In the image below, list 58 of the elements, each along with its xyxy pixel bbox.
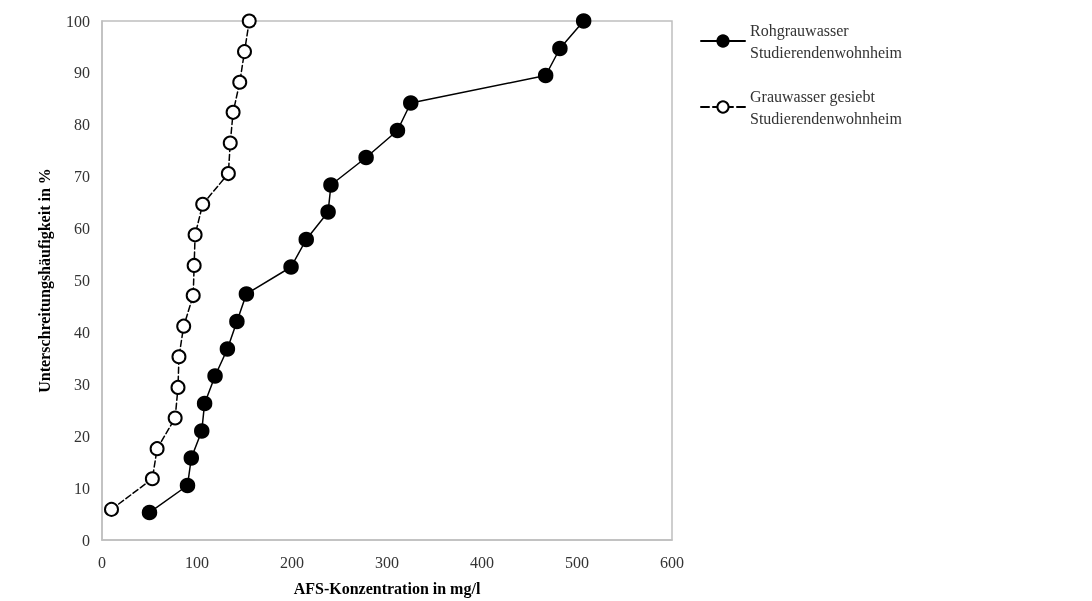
point: [238, 286, 255, 302]
y-tick-label: 40: [74, 323, 90, 341]
point: [403, 95, 419, 111]
point: [104, 501, 119, 517]
x-tick-label: 400: [470, 553, 494, 571]
x-tick-label: 200: [280, 553, 304, 571]
y-tick-label: 70: [74, 168, 90, 186]
point: [144, 471, 160, 487]
legend-label: Rohgrauwasser Studierendenwohnheim: [750, 21, 903, 61]
point: [225, 104, 241, 120]
y-tick-label: 60: [74, 220, 90, 238]
point: [149, 441, 165, 457]
point: [219, 341, 236, 357]
point: [167, 410, 183, 426]
y-tick-label: 20: [74, 427, 90, 445]
point: [389, 122, 406, 139]
x-tick-label: 0: [98, 553, 106, 571]
x-tick-label: 500: [565, 553, 589, 571]
y-tick-label: 80: [74, 116, 90, 134]
x-tick-label: 100: [185, 553, 209, 571]
point: [186, 257, 202, 273]
point: [207, 368, 223, 384]
y-tick-label: 0: [82, 531, 90, 549]
point: [183, 450, 200, 466]
point: [222, 135, 238, 151]
y-tick-label: 50: [74, 272, 90, 289]
point: [170, 379, 186, 395]
point: [171, 349, 187, 365]
x-tick-label: 600: [660, 553, 684, 571]
point: [323, 177, 339, 193]
point: [232, 74, 248, 90]
point: [220, 166, 236, 182]
point: [298, 231, 314, 248]
point: [358, 149, 374, 166]
point: [187, 227, 203, 243]
y-tick-label: 90: [74, 64, 90, 82]
point: [179, 477, 196, 494]
point: [320, 204, 336, 220]
y-axis-title: Unterschreitungshäufigkeit in %: [35, 168, 54, 393]
point: [237, 44, 252, 60]
point: [194, 423, 210, 439]
point: [195, 196, 211, 212]
point: [185, 288, 201, 304]
y-tick-label: 30: [74, 375, 90, 393]
point: [141, 504, 158, 521]
x-axis-title: AFS-Konzentration in mg/l: [293, 579, 481, 598]
point: [552, 40, 568, 57]
y-tick-label: 10: [74, 479, 90, 497]
point: [537, 67, 554, 84]
point: [283, 259, 299, 275]
point: [176, 318, 192, 334]
point: [575, 13, 592, 29]
x-tick-label: 300: [375, 553, 399, 571]
point: [229, 313, 245, 330]
point: [196, 395, 213, 412]
y-tick-label: 100: [66, 12, 90, 30]
point: [241, 13, 257, 29]
legend-label: Grauwasser gesiebt Studierendenwohnheim: [750, 87, 903, 127]
